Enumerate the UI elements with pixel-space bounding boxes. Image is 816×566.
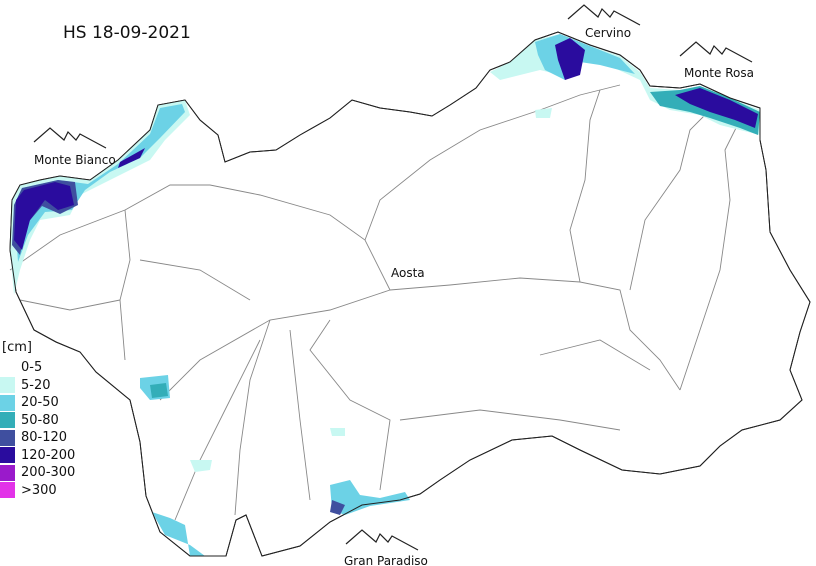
legend-label: 0-5 — [21, 360, 43, 376]
legend-swatch — [0, 429, 15, 446]
river — [289, 329, 311, 501]
river — [569, 89, 601, 283]
river — [119, 209, 131, 361]
snow-patch — [675, 88, 758, 128]
label-aosta: Aosta — [391, 266, 425, 280]
snow-patch — [152, 512, 205, 556]
legend-label: 120-200 — [21, 447, 76, 463]
legend-item: >300 — [0, 482, 75, 500]
snow-patch — [330, 480, 410, 515]
label-monte-bianco: Monte Bianco — [34, 153, 116, 167]
river — [234, 319, 271, 516]
legend-label: 80-120 — [21, 430, 68, 446]
legend-item: 120-200 — [0, 447, 75, 465]
legend-item: 0-5 — [0, 359, 75, 377]
river — [174, 339, 261, 521]
snow-patch — [330, 500, 345, 515]
legend-label: 200-300 — [21, 465, 76, 481]
snow-patch — [535, 108, 552, 118]
river — [19, 299, 121, 311]
snow-patch — [118, 148, 145, 168]
label-monte-rosa: Monte Rosa — [684, 66, 754, 80]
river — [9, 184, 391, 291]
river — [309, 319, 391, 491]
legend-label: >300 — [21, 482, 57, 498]
legend-label: 5-20 — [21, 377, 51, 393]
legend-swatch — [0, 394, 15, 411]
snow-patch — [190, 460, 212, 472]
snow-patch — [14, 104, 185, 262]
legend-swatch — [0, 482, 15, 499]
mountain-icon — [33, 127, 107, 149]
snow-patch — [555, 38, 585, 80]
legend-swatch — [0, 412, 15, 429]
label-gran-paradiso: Gran Paradiso — [344, 554, 428, 566]
legend-unit: [cm] — [2, 340, 32, 355]
river — [679, 119, 741, 391]
legend-swatch — [0, 447, 15, 464]
legend-item: 5-20 — [0, 377, 75, 395]
mountain-icon — [567, 4, 641, 26]
legend: [cm] 0-5 5-20 20-50 50-80 80-120 120-200 200-3… — [0, 340, 75, 499]
legend-swatch — [0, 464, 15, 481]
label-cervino: Cervino — [585, 26, 632, 40]
legend-label: 20-50 — [21, 395, 59, 411]
river — [629, 109, 711, 291]
region-boundary-line — [9, 31, 811, 557]
legend-swatch — [0, 377, 15, 394]
legend-item: 20-50 — [0, 394, 75, 412]
river — [389, 277, 681, 391]
mountain-icon — [345, 529, 419, 551]
map-title: HS 18-09-2021 — [63, 23, 191, 43]
river — [364, 84, 621, 241]
snow-patch — [150, 383, 168, 398]
river — [139, 259, 251, 301]
legend-item: 200-300 — [0, 464, 75, 482]
river — [539, 339, 651, 371]
legend-item: 80-120 — [0, 429, 75, 447]
snow-patch — [14, 182, 74, 250]
legend-label: 50-80 — [21, 412, 59, 428]
snow-patch — [330, 428, 345, 436]
mountain-icon — [679, 41, 753, 63]
snow-patch — [650, 86, 760, 135]
river — [399, 409, 621, 431]
legend-swatch — [0, 359, 15, 376]
legend-item: 50-80 — [0, 412, 75, 430]
